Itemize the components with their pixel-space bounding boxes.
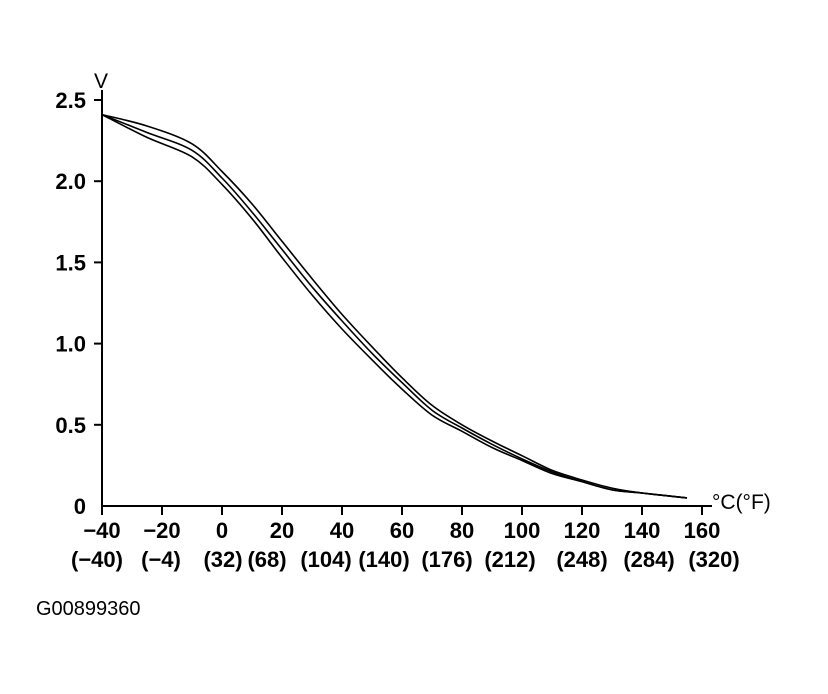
x-tick-label: 160 <box>684 518 721 543</box>
x-tick-label-f: (176) <box>421 547 472 572</box>
x-tick-label: 140 <box>624 518 661 543</box>
figure-id: G00899360 <box>36 598 141 620</box>
x-tick-label: −40 <box>83 518 120 543</box>
x-tick-label-f: (32) <box>203 547 242 572</box>
x-axis-label: °C(°F) <box>712 491 771 514</box>
y-tick-label: 0 <box>74 494 86 519</box>
y-tick-label: 1.5 <box>55 250 86 275</box>
x-tick-label-f: (104) <box>300 547 351 572</box>
x-tick-label-f: (68) <box>247 547 286 572</box>
y-tick-label: 2.5 <box>55 88 86 113</box>
y-tick-label: 0.5 <box>55 413 86 438</box>
x-tick-label: 80 <box>450 518 474 543</box>
x-tick-label-f: (140) <box>358 547 409 572</box>
x-tick-label: 120 <box>564 518 601 543</box>
y-tick-label: 1.0 <box>55 332 86 357</box>
x-tick-label-f: (−40) <box>71 547 123 572</box>
series-line-1 <box>101 113 688 499</box>
y-tick-label: 2.0 <box>55 169 86 194</box>
x-tick-label: 0 <box>216 518 228 543</box>
x-tick-label-f: (248) <box>556 547 607 572</box>
series-lines <box>101 113 688 499</box>
x-tick-label-f: (284) <box>623 547 674 572</box>
y-ticks: 0 0.5 1.0 1.5 2.0 2.5 <box>55 88 102 519</box>
x-tick-label: 60 <box>390 518 414 543</box>
x-tick-label-f: (320) <box>688 547 739 572</box>
series-line-2 <box>101 113 688 499</box>
x-tick-label-f: (212) <box>484 547 535 572</box>
x-ticks: −40 −20 0 20 40 60 80 100 120 140 160 (−40) (−4) (32)… <box>71 506 740 572</box>
x-tick-label: 40 <box>330 518 354 543</box>
series-line-3 <box>101 113 688 499</box>
x-tick-label: 20 <box>270 518 294 543</box>
x-tick-label-f: (−4) <box>141 547 181 572</box>
y-axis-label: V <box>94 70 108 93</box>
x-tick-label: 100 <box>504 518 541 543</box>
axes <box>101 90 712 507</box>
x-tick-label: −20 <box>143 518 180 543</box>
